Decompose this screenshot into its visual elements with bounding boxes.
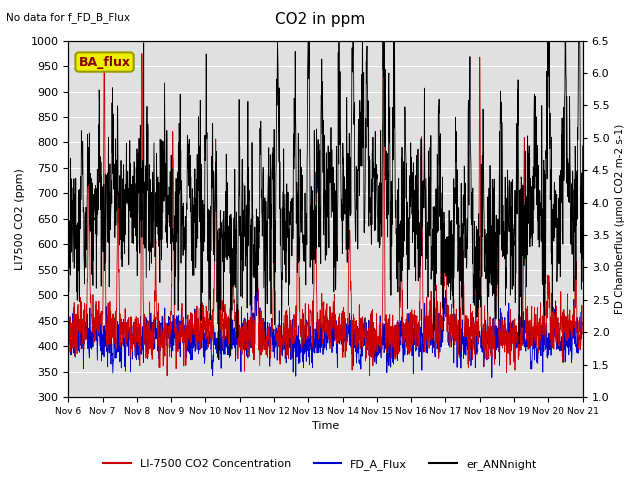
Text: CO2 in ppm: CO2 in ppm bbox=[275, 12, 365, 27]
Text: No data for f_FD_B_Flux: No data for f_FD_B_Flux bbox=[6, 12, 131, 23]
X-axis label: Time: Time bbox=[312, 421, 339, 432]
Y-axis label: LI7500 CO2 (ppm): LI7500 CO2 (ppm) bbox=[15, 168, 25, 270]
Legend: LI-7500 CO2 Concentration, FD_A_Flux, er_ANNnight: LI-7500 CO2 Concentration, FD_A_Flux, er… bbox=[99, 455, 541, 474]
Y-axis label: FD Chamberflux (μmol CO2 m-2 s-1): FD Chamberflux (μmol CO2 m-2 s-1) bbox=[615, 124, 625, 314]
Text: BA_flux: BA_flux bbox=[79, 56, 131, 69]
